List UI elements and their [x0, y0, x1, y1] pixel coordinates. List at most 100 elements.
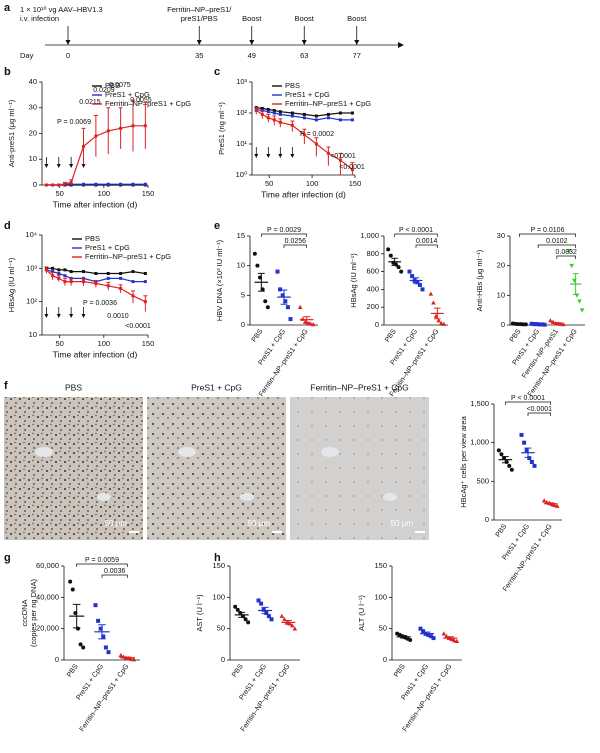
p-value: P < 0.0001 — [399, 227, 433, 234]
x-axis-label: Time after infection (d) — [261, 189, 346, 199]
x-tick-label: PBS — [495, 523, 509, 539]
p-value: 0.0832 — [556, 249, 578, 256]
point — [350, 118, 354, 122]
point — [82, 270, 86, 274]
dot — [527, 456, 532, 461]
x-tick-label: Ferritin–NP–preS1 + CpG — [240, 663, 292, 733]
micrograph-vessel — [321, 447, 339, 457]
dot — [499, 452, 504, 457]
timeline-text: Ferritin–NP–preS1/ — [167, 5, 232, 14]
y-tick-label: 0 — [501, 320, 505, 329]
p-value: P < 0.0001 — [511, 395, 545, 402]
x-axis-label: Time after infection (d) — [53, 199, 138, 209]
dot — [118, 652, 124, 658]
scale-label: 50 μm — [105, 519, 128, 528]
x-tick-label: 100 — [306, 179, 319, 188]
x-tick-label: 50 — [265, 179, 273, 188]
y-tick-label: 10⁴ — [25, 230, 37, 239]
y-tick-label: 1,000 — [360, 231, 379, 240]
panel-label: a — [4, 2, 11, 14]
dot — [275, 269, 280, 274]
x-tick-label: PBS — [251, 328, 265, 344]
dot — [519, 432, 524, 437]
dot — [78, 642, 83, 647]
dot — [410, 274, 415, 279]
timeline-arrowhead — [354, 40, 360, 45]
p-value: P = 0.0069 — [57, 119, 91, 126]
point — [272, 111, 276, 115]
point — [326, 116, 330, 120]
point — [119, 276, 123, 280]
panel-label: h — [214, 552, 221, 564]
boost-arrowhead — [266, 154, 271, 158]
x-tick-label: PBS — [509, 328, 523, 344]
panel-label: d — [4, 220, 11, 232]
timeline-day: 77 — [353, 51, 361, 60]
point — [143, 271, 147, 275]
dot — [96, 618, 101, 623]
point — [51, 270, 55, 274]
dot — [548, 318, 553, 323]
boost-arrowhead — [44, 314, 49, 318]
y-tick-label: 0 — [383, 655, 387, 664]
micrograph-title: PBS — [65, 382, 82, 392]
y-tick-label: 400 — [366, 284, 379, 293]
y-axis-label: ALT (U l⁻¹) — [357, 595, 366, 631]
timeline-arrowhead — [249, 40, 255, 45]
dot — [438, 320, 444, 326]
dot — [297, 304, 303, 309]
y-axis-label: Anti-preS1 (μg ml⁻¹) — [7, 99, 16, 167]
point — [278, 120, 282, 124]
y-tick-label: 20 — [497, 261, 505, 270]
point — [63, 274, 67, 278]
panel-label: g — [4, 552, 11, 564]
point — [143, 124, 147, 128]
micrograph — [147, 397, 286, 540]
scale-label: 50 μm — [391, 519, 414, 528]
timeline-text: i.v. infection — [20, 14, 59, 23]
micrograph-title: Ferritin–NP–PreS1 + CpG — [310, 382, 409, 392]
dot — [441, 631, 447, 636]
boost-arrowhead — [44, 164, 49, 168]
dot — [415, 280, 420, 285]
micrograph-vessel — [383, 493, 397, 501]
timeline-text: Boost — [295, 14, 315, 23]
bracket — [76, 563, 128, 567]
p-value: P = 0.0002 — [300, 131, 334, 138]
point — [266, 110, 270, 114]
point — [338, 158, 342, 162]
point — [290, 111, 294, 115]
boost-arrowhead — [69, 314, 74, 318]
y-tick-label: 30 — [29, 103, 37, 112]
x-tick-label: 100 — [98, 339, 111, 348]
y-tick-label: 30 — [497, 231, 505, 240]
point — [119, 126, 123, 130]
point — [350, 168, 354, 172]
y-tick-label: 0 — [33, 180, 37, 189]
y-tick-label: 50 — [217, 624, 225, 633]
y-tick-label: 1,000 — [470, 438, 489, 447]
dot — [68, 579, 73, 584]
dot — [396, 265, 401, 270]
dot — [131, 657, 137, 662]
dot — [577, 299, 582, 304]
point — [131, 124, 135, 128]
timeline-day: 0 — [66, 51, 70, 60]
x-axis-label: Time after infection (d) — [53, 349, 138, 359]
p-value: P = 0.0029 — [267, 227, 301, 234]
y-tick-label: 150 — [212, 561, 225, 570]
point — [82, 280, 86, 284]
point — [57, 276, 61, 280]
dot — [566, 249, 572, 254]
dot — [386, 247, 391, 252]
y-axis-label: PreS1 (ng ml⁻¹) — [217, 102, 226, 155]
dot — [428, 291, 434, 296]
panel-label: b — [4, 66, 11, 78]
point — [260, 109, 264, 113]
dot — [93, 603, 98, 608]
point — [51, 274, 55, 278]
p-value: 0.0075 — [109, 82, 131, 89]
dot — [101, 634, 106, 639]
y-tick-label: 10³ — [236, 77, 247, 86]
